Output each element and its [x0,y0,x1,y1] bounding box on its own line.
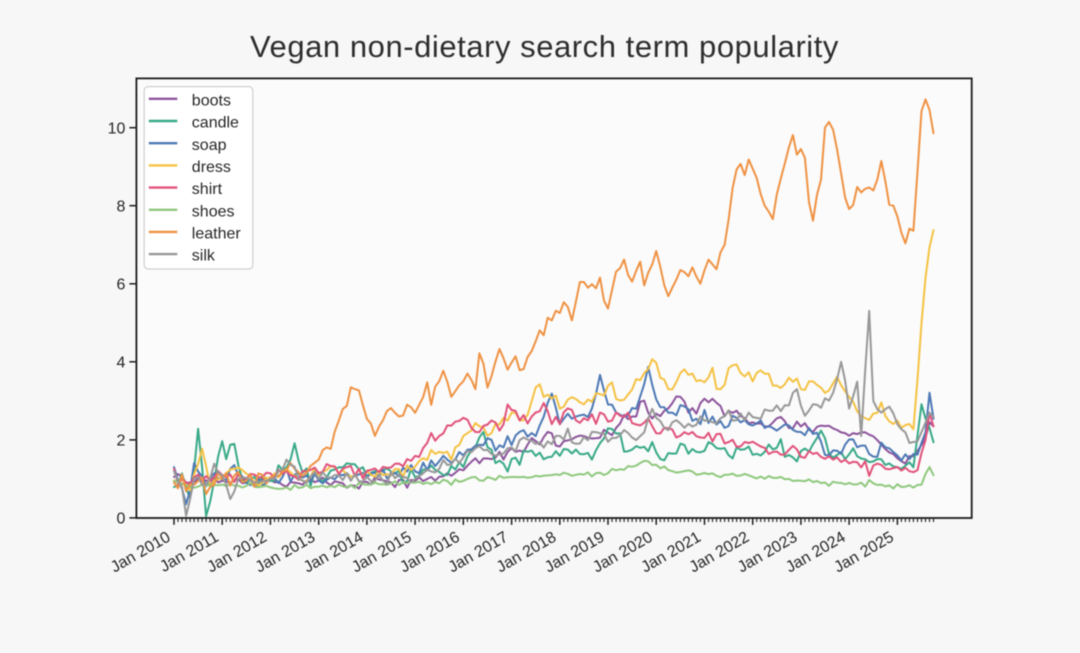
svg-text:candle: candle [192,115,239,132]
svg-text:soap: soap [192,137,227,154]
svg-text:2: 2 [116,433,125,450]
svg-text:shirt: shirt [192,181,223,198]
svg-text:shoes: shoes [192,203,235,220]
svg-text:8: 8 [116,198,125,215]
svg-text:Vegan non-dietary search term: Vegan non-dietary search term popularity [250,29,839,64]
svg-text:4: 4 [116,355,125,372]
svg-text:6: 6 [116,277,125,294]
svg-text:silk: silk [192,248,216,265]
svg-text:0: 0 [116,511,125,528]
svg-text:10: 10 [108,120,126,137]
svg-text:leather: leather [192,226,242,243]
svg-text:boots: boots [192,92,231,109]
svg-text:dress: dress [192,159,231,176]
